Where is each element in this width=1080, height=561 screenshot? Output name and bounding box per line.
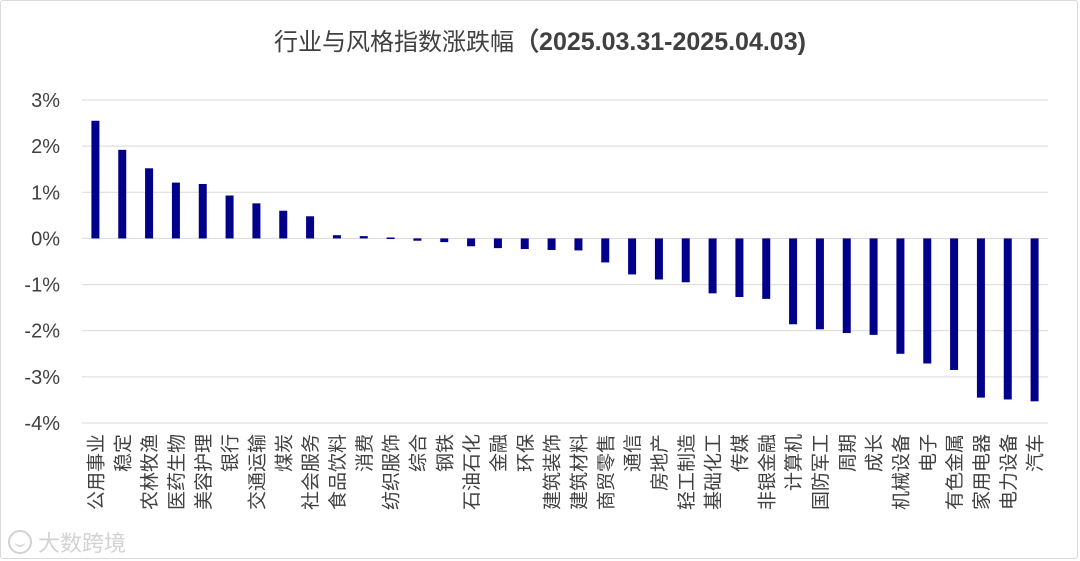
x-category-label: 综合	[407, 434, 429, 472]
x-axis-category-labels: 公用事业 稳定 农林牧渔 医药生物 美容护理 银行 交通运输 煤炭 社会服务 食品饮料 消费 纺织服饰…	[85, 434, 1046, 510]
bar	[520, 238, 529, 250]
bar	[681, 238, 690, 283]
x-category-label: 医药生物	[166, 434, 188, 510]
bar	[332, 235, 341, 239]
bar	[118, 149, 127, 239]
x-category-label: 电子	[917, 434, 939, 472]
x-category-label: 轻工制造	[676, 434, 698, 510]
x-category-label: 农林牧渔	[139, 434, 161, 510]
bar	[413, 238, 422, 241]
bar	[1030, 238, 1039, 402]
x-category-label: 周期	[837, 434, 859, 472]
bar	[252, 203, 261, 239]
bar	[359, 236, 368, 239]
y-tick-label: 3%	[31, 90, 60, 112]
bar	[386, 237, 395, 240]
bar	[654, 238, 663, 280]
x-category-label: 环保	[515, 434, 537, 472]
x-category-label: 银行	[220, 434, 242, 472]
chart-title-range: （2025.03.31-2025.04.03)	[514, 28, 806, 56]
x-category-label: 稳定	[112, 434, 134, 472]
watermark-text: 大数跨境	[38, 532, 127, 557]
bar	[735, 238, 744, 298]
y-tick-label: 0%	[31, 228, 60, 250]
x-category-label: 煤炭	[273, 434, 295, 472]
bar	[171, 182, 180, 239]
bar	[628, 238, 637, 275]
bar	[976, 238, 985, 398]
x-category-label: 机械设备	[890, 434, 912, 510]
x-category-label: 公用事业	[85, 434, 107, 510]
x-category-label: 纺织服饰	[381, 434, 403, 510]
bar	[923, 238, 932, 364]
bar	[91, 120, 100, 239]
bar	[467, 238, 476, 247]
x-category-label: 国防军工	[810, 434, 832, 510]
x-category-label: 金融	[488, 434, 510, 472]
x-category-label: 建筑材料	[568, 434, 590, 510]
bars	[91, 120, 1039, 402]
x-category-label: 消费	[354, 434, 376, 472]
y-tick-label: 2%	[31, 136, 60, 158]
bar	[198, 183, 207, 239]
x-category-label: 传媒	[729, 434, 751, 472]
y-tick-label: -3%	[24, 367, 60, 389]
bar	[601, 238, 610, 263]
x-category-label: 商贸零售	[595, 434, 617, 510]
chart-title: 行业与风格指数涨跌幅（2025.03.31-2025.04.03)	[0, 22, 1080, 58]
gridlines	[82, 99, 1048, 424]
bar	[789, 238, 798, 325]
bar	[762, 238, 771, 299]
x-category-label: 汽车	[1025, 434, 1047, 472]
y-tick-label: -4%	[24, 413, 60, 435]
x-category-label: 基础化工	[703, 434, 725, 510]
bar	[815, 238, 824, 330]
bar	[440, 238, 449, 243]
bar	[1003, 238, 1012, 400]
bar	[574, 238, 583, 251]
x-category-label: 交通运输	[246, 434, 268, 510]
x-category-label: 石油石化	[461, 434, 483, 510]
x-category-label: 建筑装饰	[542, 434, 564, 510]
x-category-label: 社会服务	[300, 434, 322, 510]
bar	[547, 238, 556, 250]
x-category-label: 电力设备	[998, 434, 1020, 510]
watermark-logo-icon	[8, 530, 32, 554]
bar	[306, 216, 315, 239]
bar	[493, 238, 502, 249]
bar	[842, 238, 851, 334]
y-tick-label: -2%	[24, 321, 60, 343]
chart-title-main: 行业与风格指数涨跌幅	[274, 28, 515, 56]
bar	[145, 168, 154, 239]
x-category-label: 成长	[864, 434, 886, 472]
x-category-label: 计算机	[783, 434, 805, 491]
x-category-label: 食品饮料	[327, 434, 349, 510]
x-category-label: 家用电器	[971, 434, 993, 510]
bar	[708, 238, 717, 294]
x-category-label: 非银金融	[756, 434, 778, 510]
x-category-label: 钢铁	[434, 434, 456, 472]
x-category-label: 房地产	[649, 434, 671, 491]
x-category-label: 通信	[622, 434, 644, 472]
x-category-label: 美容护理	[193, 434, 215, 510]
watermark: 大数跨境	[8, 526, 126, 558]
bar	[950, 238, 959, 370]
y-tick-label: -1%	[24, 275, 60, 297]
x-category-label: 有色金属	[944, 434, 966, 510]
y-tick-label: 1%	[31, 182, 60, 204]
bar	[225, 195, 234, 239]
bar	[869, 238, 878, 335]
bar	[896, 238, 905, 354]
y-axis-tick-labels: 3% 2% 1% 0% -1% -2% -3% -4%	[24, 90, 60, 435]
bar	[279, 210, 288, 239]
